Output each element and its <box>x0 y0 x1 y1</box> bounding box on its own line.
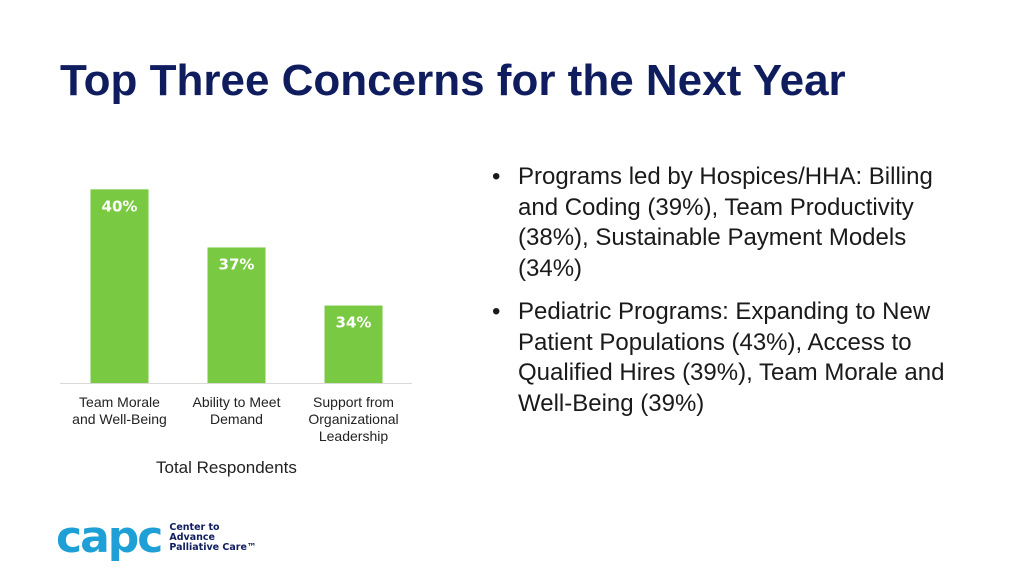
bar-chart-svg: 40% 37% 34% <box>60 189 412 384</box>
logo-line: Advance <box>169 532 215 543</box>
bar-value-label-0: 40% <box>102 197 138 215</box>
category-label-line: Leadership <box>318 428 389 444</box>
category-label-2: Support from Organizational Leadership <box>294 394 414 445</box>
bullet-list: • Programs led by Hospices/HHA: Billing … <box>492 162 972 432</box>
capc-logo: capc Center to Advance Palliative Care™ <box>56 516 256 560</box>
bullet-item-hospices: • Programs led by Hospices/HHA: Billing … <box>492 162 972 284</box>
category-label-line: Team Morale <box>79 394 160 410</box>
bar-0 <box>90 189 149 383</box>
bar-value-label-2: 34% <box>336 314 372 332</box>
category-label-line: Ability to Meet <box>192 394 281 410</box>
bullet-dot-icon: • <box>492 298 501 325</box>
bullet-text: Pediatric Programs: Expanding to New Pat… <box>518 298 945 417</box>
logo-line: Palliative Care™ <box>169 542 257 553</box>
logo-subtitle: Center to Advance Palliative Care™ <box>169 523 256 553</box>
bar-value-label-1: 37% <box>219 255 255 273</box>
logo-line: Center to <box>169 522 220 533</box>
bullet-dot-icon: • <box>492 163 501 190</box>
logo-wordmark: capc <box>56 512 163 563</box>
bullet-text: Programs led by Hospices/HHA: Billing an… <box>518 163 933 282</box>
x-axis-title: Total Respondents <box>156 458 297 477</box>
page-title: Top Three Concerns for the Next Year <box>60 56 846 105</box>
category-label-line: Demand <box>210 411 263 427</box>
bar-2 <box>324 305 383 383</box>
category-label-line: and Well-Being <box>72 411 167 427</box>
bullet-item-pediatric: • Pediatric Programs: Expanding to New P… <box>492 297 972 419</box>
bar-chart: 40% 37% 34% <box>60 150 420 390</box>
category-label-line: Organizational <box>308 411 399 427</box>
category-label-0: Team Morale and Well-Being <box>60 394 180 428</box>
category-label-1: Ability to Meet Demand <box>177 394 297 428</box>
category-label-line: Support from <box>313 394 394 410</box>
bar-1 <box>207 247 266 383</box>
